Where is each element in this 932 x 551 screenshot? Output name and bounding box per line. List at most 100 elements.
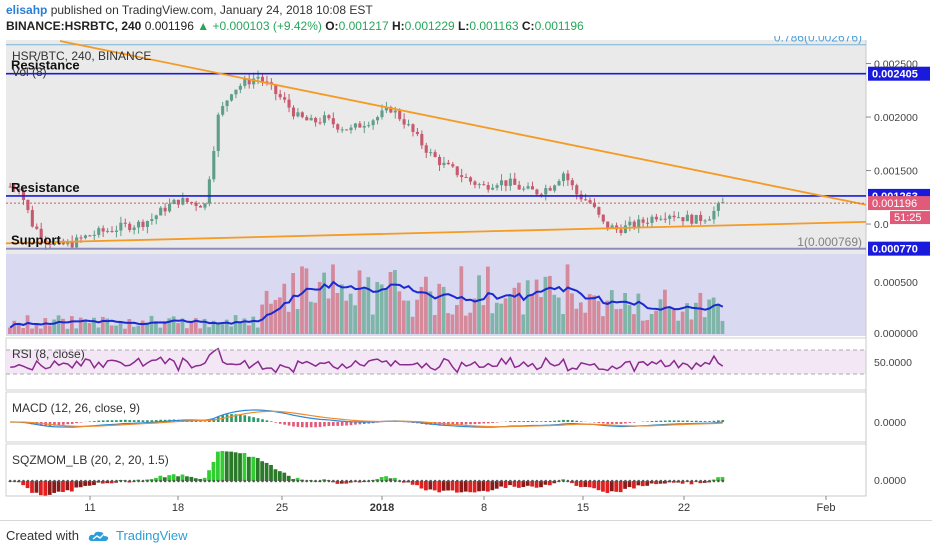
volume-bar: [172, 316, 176, 334]
squeeze-dot: [522, 480, 525, 483]
volume-bar: [30, 329, 34, 334]
volume-bar: [70, 316, 74, 334]
squeeze-dot: [531, 480, 534, 483]
squeeze-dot: [637, 480, 640, 483]
sqzmom-bar: [247, 457, 251, 481]
sqzmom-bar: [437, 481, 441, 492]
macd-pane[interactable]: [6, 392, 866, 442]
candle-body: [106, 231, 109, 232]
macd-histogram-bar: [562, 420, 565, 422]
squeeze-dot: [53, 480, 56, 483]
candle-body: [349, 128, 352, 131]
macd-histogram-bar: [690, 421, 693, 422]
macd-histogram-bar: [128, 420, 131, 422]
level-label: Resistance: [11, 180, 80, 195]
squeeze-dot: [243, 480, 246, 483]
squeeze-dot: [62, 480, 65, 483]
macd-histogram-bar: [704, 421, 707, 422]
macd-histogram-bar: [580, 421, 583, 422]
volume-bar: [583, 313, 587, 334]
volume-bar: [101, 317, 105, 334]
macd-histogram-bar: [66, 422, 69, 424]
squeeze-dot: [425, 480, 428, 483]
candle-body: [208, 179, 211, 203]
squeeze-dot: [199, 480, 202, 483]
squeeze-dot: [252, 480, 255, 483]
candle-body: [619, 229, 622, 233]
author-link[interactable]: elisahp: [6, 3, 47, 17]
sqzmom-bar: [601, 481, 605, 492]
candle-body: [690, 215, 693, 224]
candle-body: [279, 94, 282, 97]
sqzmom-bar: [216, 452, 220, 481]
macd-histogram-bar: [283, 422, 286, 425]
squeeze-dot: [376, 480, 379, 483]
volume-bar: [207, 327, 211, 334]
macd-histogram-bar: [106, 420, 109, 422]
macd-histogram-bar: [717, 420, 720, 422]
volume-bar: [198, 328, 202, 334]
volume-bar: [464, 316, 468, 334]
volume-bar: [601, 316, 605, 334]
candle-body: [301, 112, 304, 117]
squeeze-dot: [699, 480, 702, 483]
candle-body: [124, 223, 127, 224]
squeeze-dot: [372, 480, 375, 483]
candle-body: [664, 219, 667, 220]
macd-histogram-bar: [651, 421, 654, 422]
time-tick-label: 15: [577, 502, 589, 514]
squeeze-dot: [18, 480, 21, 483]
candle-body: [234, 90, 237, 95]
squeeze-dot: [49, 480, 52, 483]
squeeze-dot: [332, 480, 335, 483]
volume-bar: [561, 314, 565, 334]
squeeze-dot: [257, 480, 260, 483]
candle-body: [646, 223, 649, 224]
level-label: Support: [11, 233, 61, 248]
macd-histogram-bar: [708, 421, 711, 422]
candle-body: [79, 237, 82, 238]
macd-histogram-bar: [540, 421, 543, 422]
squeeze-dot: [301, 480, 304, 483]
squeeze-dot: [682, 480, 685, 483]
candle-body: [447, 163, 450, 164]
squeeze-dot: [168, 480, 171, 483]
candle-body: [496, 185, 499, 188]
volume-bar: [482, 305, 486, 334]
candle-body: [287, 100, 290, 108]
tradingview-link[interactable]: TradingView: [116, 528, 188, 543]
macd-histogram-bar: [509, 421, 512, 422]
chart-area[interactable]: Resistance0.002405Resistance0.001263Supp…: [0, 36, 932, 520]
squeeze-dot: [465, 480, 468, 483]
candle-body: [460, 175, 463, 177]
volume-bar: [353, 305, 357, 334]
candle-body: [155, 215, 158, 219]
candle-body: [513, 179, 516, 185]
sqzmom-bar: [468, 481, 472, 492]
squeeze-dot: [452, 480, 455, 483]
squeeze-dot: [66, 480, 69, 483]
candle-body: [283, 97, 286, 99]
candle-body: [451, 164, 454, 166]
volume-bar: [61, 319, 65, 334]
volume-bar: [66, 329, 70, 334]
volume-bar: [371, 315, 375, 334]
chart-title: HSR/BTC, 240, BINANCE: [12, 49, 151, 63]
volume-bar: [74, 328, 78, 334]
macd-histogram-bar: [261, 419, 264, 422]
volume-bar: [389, 272, 393, 334]
volume-bar: [247, 325, 251, 334]
price-pane[interactable]: [6, 40, 866, 254]
volume-bar: [619, 309, 623, 334]
volume-bar: [119, 321, 123, 334]
squeeze-dot: [629, 480, 632, 483]
volume-bar: [327, 298, 331, 334]
candle-body: [84, 235, 87, 238]
macd-histogram-bar: [611, 422, 614, 424]
squeeze-dot: [429, 480, 432, 483]
sqzmom-bar: [265, 463, 269, 481]
sqzmom-bar: [278, 471, 282, 481]
candle-body: [597, 207, 600, 215]
created-with-text: Created with: [6, 528, 79, 543]
candle-body: [712, 211, 715, 219]
